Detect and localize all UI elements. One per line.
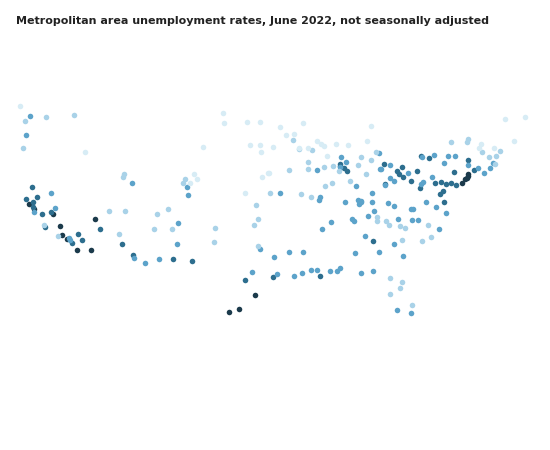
Text: Metropolitan area unemployment rates, June 2022, not seasonally adjusted: Metropolitan area unemployment rates, Ju… xyxy=(16,16,490,26)
